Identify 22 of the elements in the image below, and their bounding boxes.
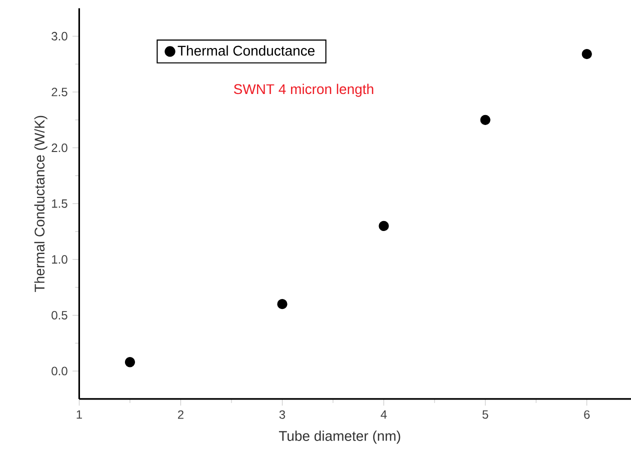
legend-label: Thermal Conductance bbox=[178, 45, 315, 56]
y-tick-label: 1.0 bbox=[52, 255, 68, 264]
y-tick-label: 2.0 bbox=[52, 144, 68, 152]
x-tick-label: 3 bbox=[279, 410, 286, 419]
x-tick-label: 2 bbox=[178, 410, 184, 419]
point bbox=[378, 220, 389, 232]
y-tick-label: 0.5 bbox=[52, 310, 68, 320]
y-tick-label: 2.5 bbox=[52, 88, 68, 96]
point bbox=[582, 48, 592, 60]
y-axis-title: Thermal Conductance (W/K) bbox=[34, 116, 48, 292]
x-tick-label: 4 bbox=[380, 410, 387, 419]
point bbox=[277, 299, 288, 310]
x-tick-label: 6 bbox=[584, 410, 590, 419]
x-tick-label: 5 bbox=[482, 410, 488, 419]
x-axis-title: Tube diameter (nm) bbox=[278, 430, 400, 444]
y-tick-label: 0.0 bbox=[52, 366, 68, 376]
point bbox=[480, 114, 490, 125]
y-tick-label: 3.0 bbox=[52, 32, 68, 40]
x-tick-label: 1 bbox=[76, 410, 82, 419]
point bbox=[124, 357, 136, 368]
y-tick-label: 1.5 bbox=[52, 199, 68, 208]
annotation: SWNT 4 micron length bbox=[234, 84, 374, 97]
